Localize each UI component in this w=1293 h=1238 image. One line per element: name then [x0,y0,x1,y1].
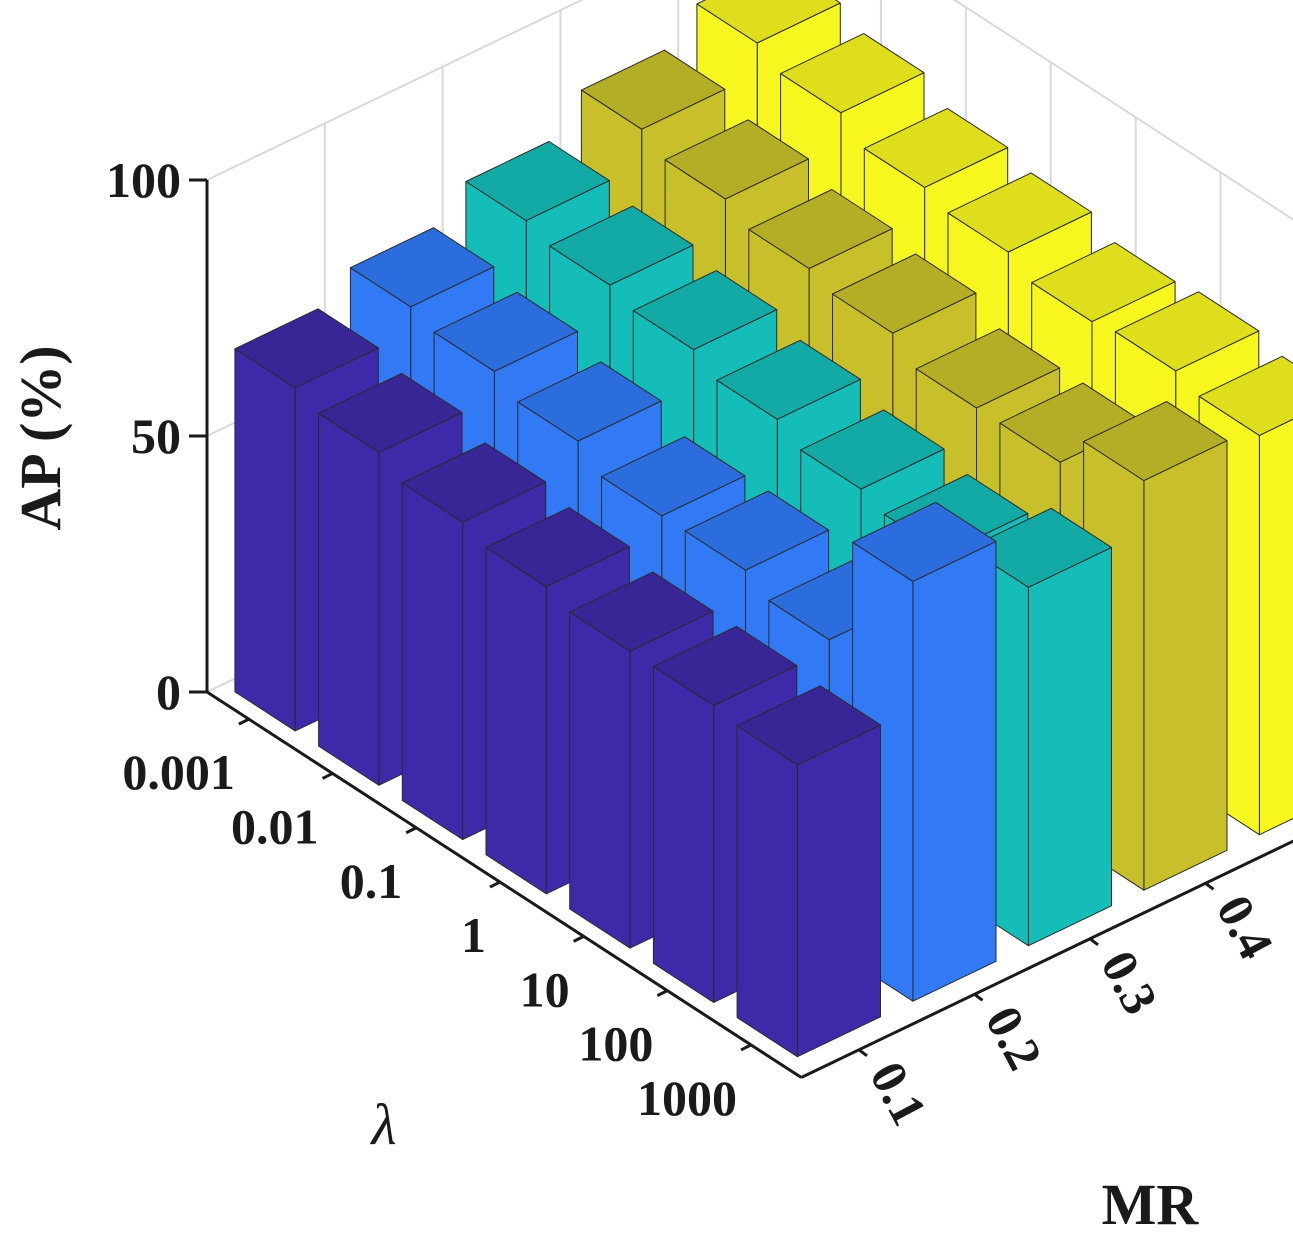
bar-top-face [863,107,1009,188]
lambda-tick [489,880,501,889]
lambda-axis-label: λ [369,1092,396,1157]
lambda-tick [405,826,417,835]
lambda-tick-label: 1 [461,907,486,963]
mr-axis-line [800,839,1293,1079]
mr-axis-label: MR [1102,1172,1200,1237]
lambda-tick-label: 0.1 [340,853,403,909]
lambda-axis-line [206,690,803,1079]
bar-side-face [485,547,547,895]
bar-top-face [696,0,841,44]
mr-tick-label: 0.3 [1090,942,1169,1023]
bar-side-face [401,482,464,840]
bar-top-face [485,507,630,588]
lambda-tick [572,935,585,943]
gridline-z-100 [206,0,1293,221]
mr-tick [1089,937,1099,946]
lambda-tick-label: 100 [578,1016,653,1072]
bar-top-face [832,253,977,334]
lambda-tick-label: 0.01 [231,798,319,854]
bar-front-face [1027,546,1112,947]
bar-top-face [433,291,578,372]
bar-top-face [632,270,778,351]
bar-top-face [664,119,809,200]
bar-front-face [1143,440,1228,891]
bar-side-face [652,665,715,1003]
bar-top-face [569,571,714,652]
z-tick-label: 0 [156,664,181,720]
bar-top-face [947,172,1092,253]
bar-top-face [736,685,881,766]
bar-front-face [1258,418,1293,836]
bar-top-face [652,625,798,706]
bar-front-face [912,540,997,1002]
bar-top-face [549,205,694,286]
mr-tick-label: 0.2 [975,997,1054,1078]
z-axis-label: AP (%) [8,345,73,530]
axis-layer [189,178,1293,1079]
mr-tick [858,1048,868,1057]
bar-top-face [1083,401,1228,482]
lambda-tick [321,772,334,780]
bar-side-face [318,412,380,786]
lambda-tick [656,989,669,997]
lambda-tick [238,717,250,726]
bar-top-face [517,361,662,442]
bar-side-face [569,611,631,949]
mr-tick [973,993,984,1002]
z-tick-label: 100 [106,152,181,208]
lambda-tick-label: 10 [520,961,570,1017]
bar-top-face [852,501,997,582]
bar-top-face [684,490,830,571]
bar-top-face [601,436,746,517]
z-tick-label: 50 [131,408,181,464]
lambda-tick-label: 1000 [637,1070,737,1126]
lambda-tick-label: 0.001 [122,744,235,800]
bar-mr0.1-lambda1000 [736,685,881,1058]
bar-top-face [1031,242,1176,323]
bar-top-face [1114,291,1260,372]
bar-side-face [234,348,296,732]
bar-top-face [465,141,610,222]
bar-top-face [349,227,495,308]
bar-top-face [915,328,1061,409]
bar-front-face [796,724,881,1058]
bar-side-face [736,725,798,1058]
bar-layer [234,0,1293,1058]
bar-top-face [318,372,463,453]
bar-top-face [800,409,945,490]
mr-tick-label: 0.4 [1206,886,1285,967]
bar-top-face [780,33,925,114]
bar-top-face [967,507,1112,588]
mr-tick [1204,882,1215,891]
bar-top-face [1198,355,1293,436]
bar-top-face [234,308,379,389]
bar-top-face [748,189,893,269]
bar-top-face [716,339,861,420]
mr-tick-label: 0.1 [859,1053,938,1134]
bar-top-face [401,442,547,523]
bar-top-face [580,49,726,130]
lambda-tick [740,1043,752,1052]
